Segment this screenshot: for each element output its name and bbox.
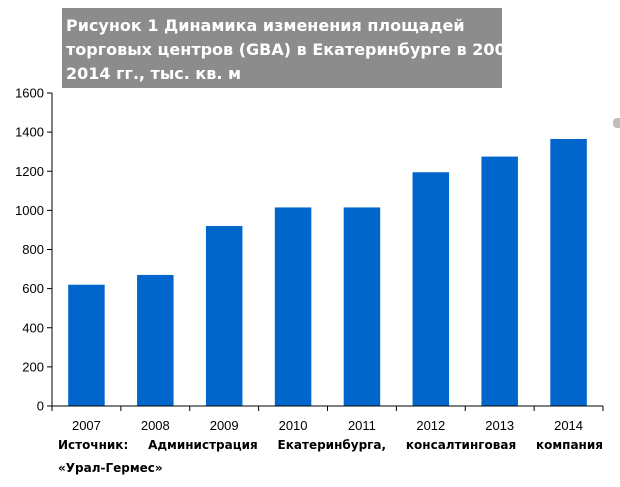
bar-2009 bbox=[205, 226, 243, 406]
chart-title: Рисунок 1 Динамика изменения площадей то… bbox=[66, 16, 502, 83]
y-tick-label: 200 bbox=[22, 359, 44, 374]
x-tick-label: 2009 bbox=[210, 418, 239, 433]
source-word: Администрация bbox=[148, 438, 258, 452]
y-tick-label: 1600 bbox=[15, 86, 44, 101]
y-tick-label: 1400 bbox=[15, 125, 44, 140]
source-word: консалтинговая bbox=[405, 438, 517, 452]
bar-2010 bbox=[274, 207, 312, 406]
x-tick-label: 2013 bbox=[485, 418, 514, 433]
bar-2007 bbox=[68, 284, 105, 406]
bar-2012 bbox=[412, 172, 450, 406]
source-word: Источник: bbox=[58, 438, 129, 452]
bar-2011 bbox=[343, 207, 381, 406]
source-word: компания bbox=[535, 438, 603, 452]
x-tick-label: 2007 bbox=[72, 418, 101, 433]
x-tick-label: 2008 bbox=[141, 418, 170, 433]
x-tick-label: 2011 bbox=[348, 418, 376, 433]
chart-title-box: Рисунок 1 Динамика изменения площадей то… bbox=[62, 8, 502, 88]
y-tick-label: 0 bbox=[37, 399, 44, 414]
y-tick-label: 400 bbox=[22, 320, 44, 335]
source-word: Екатеринбурга, bbox=[277, 438, 387, 452]
y-tick-label: 1200 bbox=[15, 164, 44, 179]
x-tick-label: 2012 bbox=[416, 418, 445, 433]
side-marker bbox=[613, 118, 620, 128]
source-caption: Источник: Администрация Екатеринбурга, конс… bbox=[58, 438, 603, 452]
bar-2013 bbox=[481, 156, 518, 406]
source-caption-line2: «Урал-Гермес» bbox=[58, 461, 163, 475]
x-tick-label: 2010 bbox=[279, 418, 308, 433]
y-tick-label: 600 bbox=[22, 281, 44, 296]
y-tick-label: 1000 bbox=[15, 203, 44, 218]
bar-2008 bbox=[137, 274, 174, 406]
x-tick-label: 2014 bbox=[554, 418, 583, 433]
y-tick-label: 800 bbox=[22, 242, 44, 257]
bar-2014 bbox=[550, 138, 587, 407]
